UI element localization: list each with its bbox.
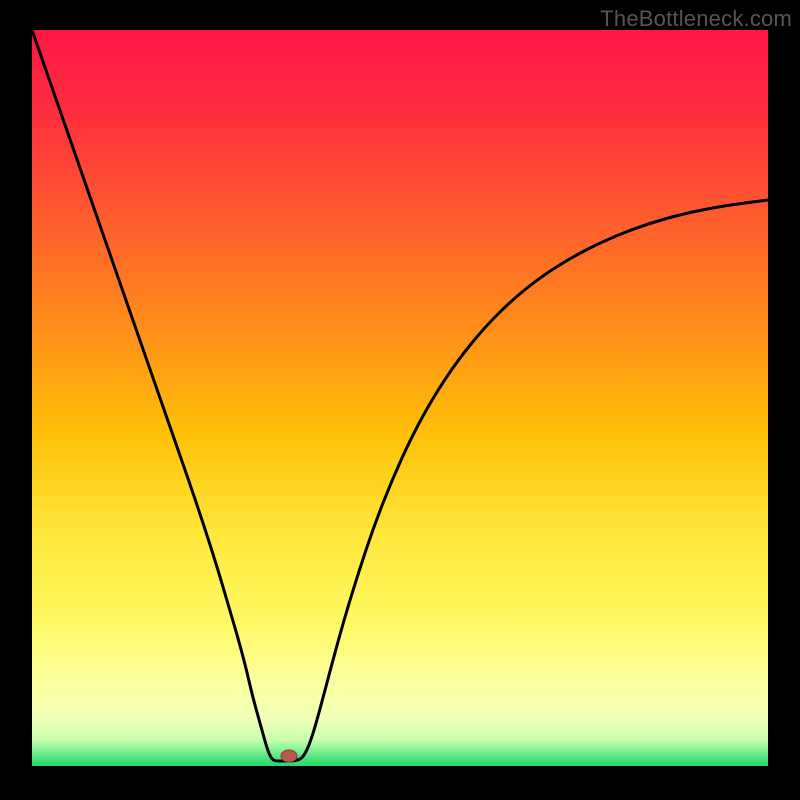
watermark-text: TheBottleneck.com (600, 6, 792, 32)
bottleneck-chart: TheBottleneck.com (0, 0, 800, 800)
plot-svg (0, 0, 800, 800)
plot-background (32, 30, 768, 766)
optimal-point-marker (281, 750, 297, 762)
